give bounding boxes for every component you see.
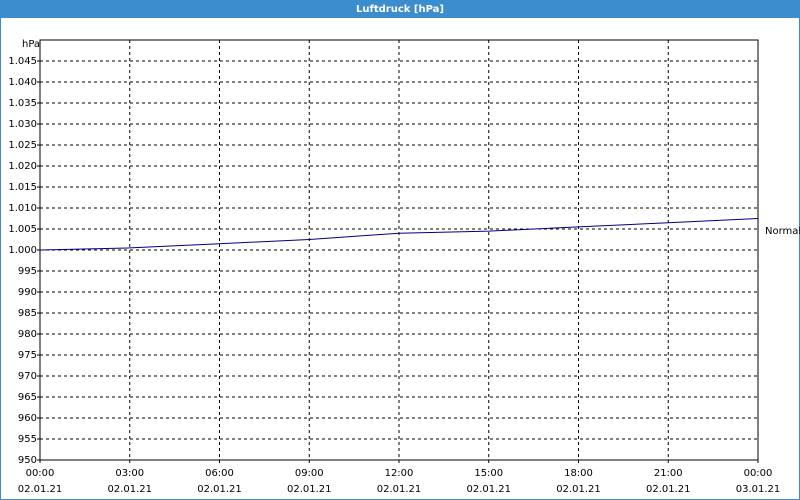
x-tick-date: 02.01.21 xyxy=(18,484,63,495)
y-tick-label: 1.000 xyxy=(8,245,37,256)
y-tick-label: 955 xyxy=(18,434,37,445)
x-tick-date: 02.01.21 xyxy=(556,484,601,495)
x-tick-date: 02.01.21 xyxy=(377,484,422,495)
y-tick-label: 990 xyxy=(18,287,37,298)
y-tick-label: 1.025 xyxy=(8,140,37,151)
title-bar xyxy=(0,0,800,18)
y-tick-label: 965 xyxy=(18,392,37,403)
x-tick-date: 02.01.21 xyxy=(197,484,242,495)
y-tick-label: 1.030 xyxy=(8,119,37,130)
x-tick-label: 18:00 xyxy=(564,468,593,479)
x-tick-label: 06:00 xyxy=(205,468,234,479)
series-label: Normal xyxy=(765,226,800,237)
y-tick-label: 980 xyxy=(18,329,37,340)
y-tick-label: 1.005 xyxy=(8,224,37,235)
x-tick-label: 09:00 xyxy=(295,468,324,479)
y-tick-label: 975 xyxy=(18,350,37,361)
x-tick-date: 02.01.21 xyxy=(107,484,152,495)
y-tick-label: 1.040 xyxy=(8,77,37,88)
x-tick-date: 02.01.21 xyxy=(646,484,691,495)
y-tick-label: 970 xyxy=(18,371,37,382)
y-tick-label: 1.035 xyxy=(8,98,37,109)
y-tick-label: 950 xyxy=(18,455,37,466)
x-tick-label: 00:00 xyxy=(26,468,55,479)
y-tick-label: 1.010 xyxy=(8,203,37,214)
chart-title: Luftdruck [hPa] xyxy=(356,4,444,15)
y-axis-unit: hPa xyxy=(22,39,40,50)
x-tick-label: 12:00 xyxy=(385,468,414,479)
x-tick-label: 03:00 xyxy=(115,468,144,479)
y-tick-label: 1.020 xyxy=(8,161,37,172)
y-tick-label: 960 xyxy=(18,413,37,424)
x-tick-label: 00:00 xyxy=(744,468,773,479)
x-tick-date: 02.01.21 xyxy=(466,484,511,495)
y-tick-label: 995 xyxy=(18,266,37,277)
x-tick-date: 03.01.21 xyxy=(736,484,781,495)
x-tick-label: 21:00 xyxy=(654,468,683,479)
x-tick-label: 15:00 xyxy=(474,468,503,479)
y-tick-label: 1.015 xyxy=(8,182,37,193)
line xyxy=(39,218,759,251)
y-tick-label: 985 xyxy=(18,308,37,319)
x-tick-date: 02.01.21 xyxy=(287,484,332,495)
y-tick-label: 1.045 xyxy=(8,56,37,67)
